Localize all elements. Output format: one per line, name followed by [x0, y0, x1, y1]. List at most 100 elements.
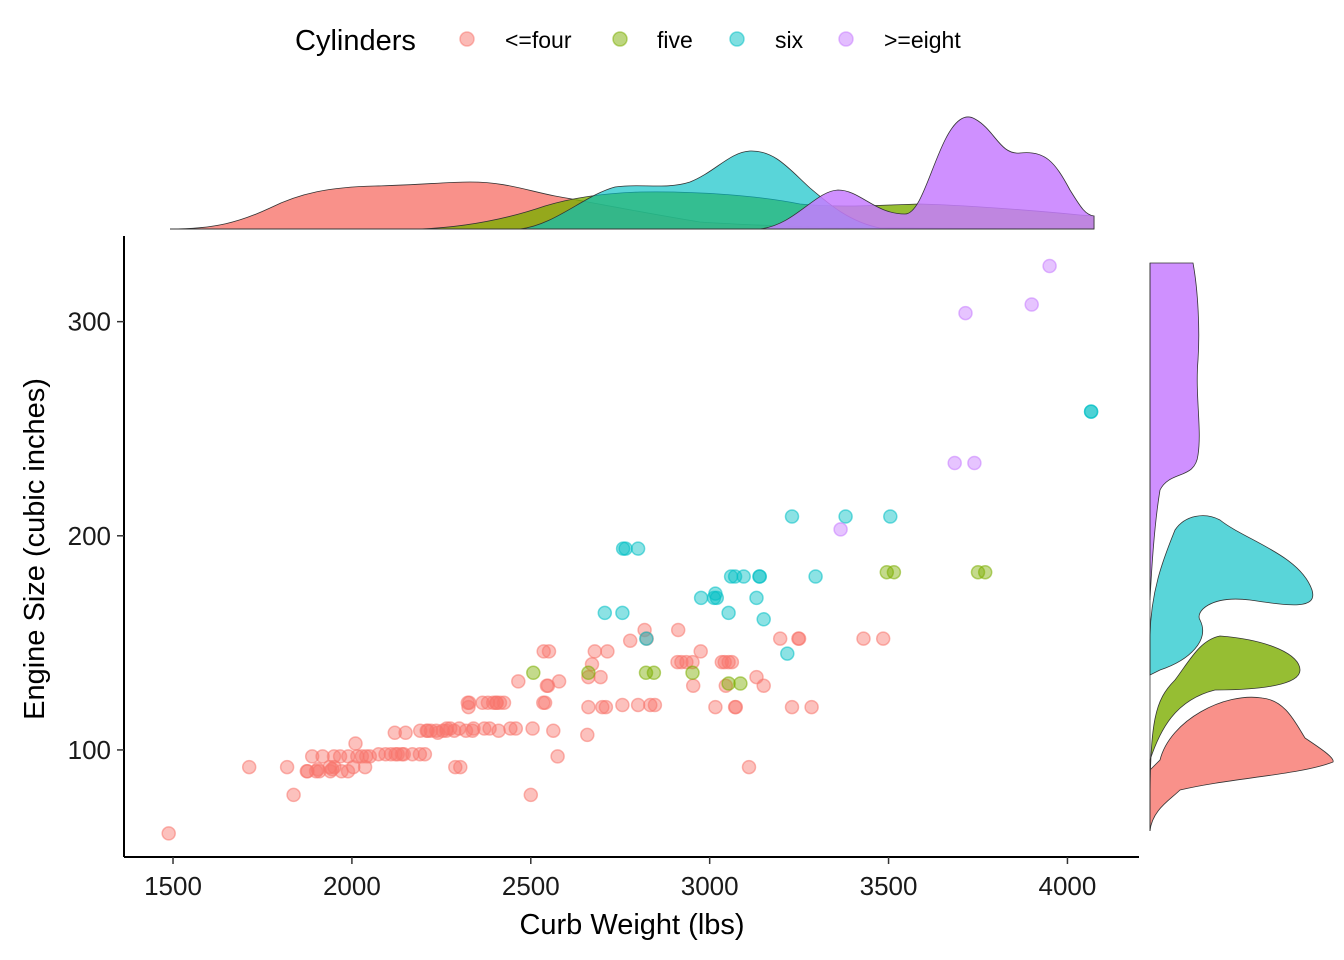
data-point	[362, 749, 378, 764]
data-point	[883, 509, 898, 524]
data-point	[967, 455, 982, 471]
legend-key-four	[459, 31, 475, 47]
data-point	[496, 695, 512, 711]
data-point	[503, 721, 518, 736]
data-point	[856, 631, 871, 646]
data-point	[541, 644, 557, 659]
data-point	[1083, 404, 1099, 419]
legend-title: Cylinders	[295, 25, 416, 57]
data-point	[630, 697, 646, 713]
data-point	[580, 727, 595, 743]
data-point	[550, 749, 565, 764]
data-point	[466, 721, 481, 736]
data-point	[780, 646, 795, 661]
data-point	[772, 631, 788, 646]
data-point	[348, 736, 363, 751]
data-point	[536, 644, 551, 659]
data-point	[639, 631, 654, 646]
data-point	[674, 654, 689, 670]
x-tick-label: 2500	[502, 871, 560, 901]
x-tick-label: 2000	[323, 871, 381, 901]
data-point	[708, 699, 723, 715]
data-point	[587, 644, 603, 659]
density-right-five	[1149, 635, 1301, 811]
y-ticks: 100 200 300	[68, 307, 124, 765]
data-point	[724, 654, 740, 670]
data-point	[1024, 297, 1039, 312]
data-point	[511, 674, 526, 689]
y-axis-title: Engine Size (cubic inches)	[19, 378, 51, 720]
legend-item-five: five	[612, 27, 693, 53]
data-point	[618, 541, 633, 556]
data-point	[693, 590, 709, 606]
data-point	[685, 654, 700, 670]
y-tick-label: 200	[68, 521, 111, 551]
data-point	[595, 699, 610, 715]
x-tick-label: 3000	[681, 871, 739, 901]
data-point	[523, 787, 539, 803]
data-point	[643, 697, 658, 713]
density-right-six	[1149, 515, 1314, 676]
data-point	[977, 564, 993, 580]
x-tick-label: 3500	[860, 871, 918, 901]
series-four	[161, 622, 891, 841]
data-point	[808, 569, 823, 584]
x-tick-label: 4000	[1039, 871, 1097, 901]
x-ticks: 1500 2000 2500 3000 3500 4000	[144, 857, 1096, 901]
data-point	[646, 665, 662, 681]
data-point	[615, 697, 630, 713]
data-point	[417, 746, 433, 762]
data-point	[736, 569, 751, 584]
data-point	[784, 509, 800, 524]
data-point	[647, 697, 663, 713]
data-point	[398, 725, 413, 741]
data-point	[551, 674, 567, 689]
data-point	[581, 699, 596, 715]
data-point	[378, 746, 393, 762]
data-point	[412, 746, 428, 762]
data-point	[784, 699, 800, 715]
legend-label-four: <=four	[505, 27, 572, 53]
top-marginal-density	[169, 116, 1095, 230]
right-marginal-density	[1149, 262, 1334, 832]
data-point	[581, 669, 596, 685]
legend-item-four: <=four	[459, 27, 572, 53]
data-point	[615, 605, 630, 621]
data-point	[693, 644, 708, 659]
legend: Cylinders <=four five six >=eight	[295, 25, 961, 57]
y-tick-label: 100	[68, 735, 111, 765]
data-point	[958, 305, 973, 321]
data-point	[508, 721, 524, 736]
y-tick-label: 300	[68, 307, 111, 337]
legend-label-five: five	[657, 27, 693, 53]
data-point	[315, 749, 330, 764]
legend-item-eight: >=eight	[838, 27, 961, 53]
data-point	[387, 725, 403, 741]
data-point	[749, 590, 764, 606]
series-eight	[833, 258, 1057, 537]
data-point	[622, 633, 638, 648]
data-point	[741, 759, 757, 775]
legend-item-six: six	[729, 27, 804, 53]
data-point	[597, 605, 613, 621]
data-point	[670, 622, 686, 638]
data-point	[491, 723, 506, 738]
axes: 1500 2000 2500 3000 3500 4000 100 200 300	[68, 236, 1139, 901]
data-point	[462, 695, 477, 711]
data-point	[756, 612, 771, 627]
data-point	[752, 569, 768, 584]
data-point	[525, 721, 540, 736]
data-point	[685, 678, 701, 693]
data-point	[630, 541, 646, 556]
data-point	[721, 676, 736, 691]
density-top-eight	[759, 116, 1095, 230]
data-point	[546, 723, 561, 738]
data-point	[593, 669, 608, 685]
data-point	[733, 676, 748, 691]
x-axis-title: Curb Weight (lbs)	[519, 909, 744, 941]
data-point	[286, 787, 301, 803]
density-right-eight	[1149, 262, 1200, 601]
data-point	[448, 759, 463, 775]
data-point	[838, 509, 853, 524]
data-point	[304, 749, 320, 764]
